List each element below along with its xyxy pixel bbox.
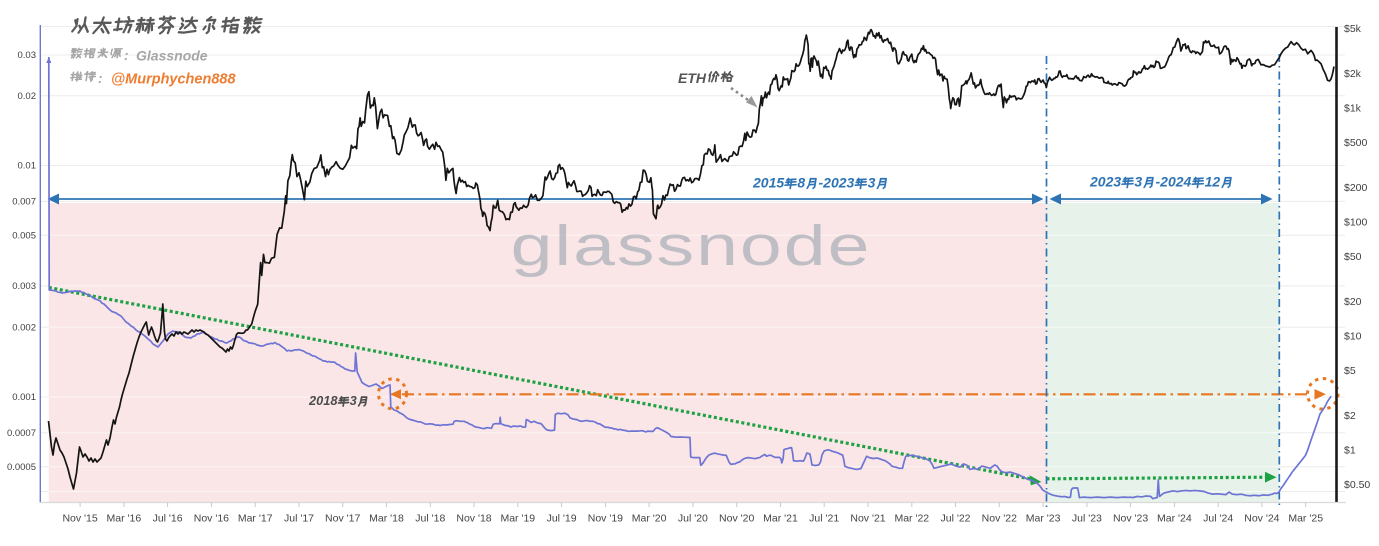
svg-text:Mar '22: Mar '22	[894, 513, 929, 525]
svg-text:Jul '18: Jul '18	[415, 513, 445, 525]
svg-text:-2023: -2023	[819, 175, 855, 191]
svg-text:Nov '18: Nov '18	[456, 513, 491, 525]
svg-text:3: 3	[1134, 174, 1142, 190]
svg-text:Nov '20: Nov '20	[719, 513, 754, 525]
svg-text:$10: $10	[1344, 331, 1362, 343]
svg-text:Nov '23: Nov '23	[1113, 513, 1148, 525]
svg-text:$20: $20	[1344, 296, 1362, 308]
svg-text:0.007: 0.007	[12, 197, 36, 208]
svg-text:glassnode: glassnode	[511, 215, 872, 278]
svg-text:Glassnode: Glassnode	[136, 48, 208, 64]
svg-text:$2k: $2k	[1344, 68, 1362, 80]
svg-text:$0.50: $0.50	[1344, 479, 1370, 491]
svg-text:2018: 2018	[308, 393, 338, 408]
svg-text:3: 3	[868, 175, 876, 191]
svg-text:0.002: 0.002	[12, 322, 36, 333]
svg-text:0.003: 0.003	[12, 281, 36, 292]
svg-text:Jul '16: Jul '16	[153, 513, 183, 525]
svg-text:Jul '22: Jul '22	[940, 513, 970, 525]
svg-text:12: 12	[1205, 174, 1221, 190]
svg-text:$100: $100	[1344, 217, 1368, 229]
svg-text:Mar '25: Mar '25	[1288, 513, 1323, 525]
svg-text:2023: 2023	[1089, 174, 1121, 190]
svg-text:Nov '15: Nov '15	[62, 513, 97, 525]
svg-text:$5: $5	[1344, 365, 1356, 377]
svg-text::: :	[98, 71, 103, 86]
svg-text:8: 8	[797, 175, 805, 191]
svg-text:0.001: 0.001	[12, 392, 36, 403]
svg-text:$500: $500	[1344, 137, 1368, 149]
svg-text:$50: $50	[1344, 251, 1362, 263]
svg-text:@Murphychen888: @Murphychen888	[111, 72, 236, 88]
svg-text:Mar '17: Mar '17	[238, 513, 273, 525]
svg-text:Jul '23: Jul '23	[1072, 513, 1102, 525]
svg-text:Mar '20: Mar '20	[632, 513, 667, 525]
svg-text:Nov '24: Nov '24	[1244, 513, 1279, 525]
svg-text:Mar '23: Mar '23	[1026, 513, 1061, 525]
svg-text:Mar '21: Mar '21	[763, 513, 798, 525]
svg-text:-2024: -2024	[1156, 174, 1192, 190]
svg-text:3: 3	[350, 393, 357, 408]
svg-text:0.02: 0.02	[18, 91, 37, 102]
svg-text:Jul '20: Jul '20	[678, 513, 708, 525]
svg-text:Mar '16: Mar '16	[107, 513, 142, 525]
svg-text:$200: $200	[1344, 182, 1368, 194]
svg-text:$1: $1	[1344, 445, 1356, 457]
svg-text:0.005: 0.005	[12, 230, 36, 241]
svg-text:Nov '21: Nov '21	[850, 513, 885, 525]
svg-text:Nov '16: Nov '16	[194, 513, 229, 525]
svg-text:Mar '24: Mar '24	[1157, 513, 1192, 525]
svg-text:Mar '18: Mar '18	[369, 513, 404, 525]
svg-text:0.0005: 0.0005	[7, 462, 36, 473]
svg-text:$5k: $5k	[1344, 23, 1362, 35]
svg-text:Nov '19: Nov '19	[588, 513, 623, 525]
svg-text:0.0007: 0.0007	[7, 428, 36, 439]
svg-text:2015: 2015	[752, 175, 784, 191]
svg-text:Jul '24: Jul '24	[1203, 513, 1233, 525]
svg-text:ETH: ETH	[678, 70, 707, 86]
svg-text:$1k: $1k	[1344, 103, 1362, 115]
svg-text:Jul '21: Jul '21	[809, 513, 839, 525]
svg-text:Nov '22: Nov '22	[982, 513, 1017, 525]
svg-text:Jul '19: Jul '19	[547, 513, 577, 525]
svg-text:$2: $2	[1344, 410, 1356, 422]
svg-text:Mar '19: Mar '19	[500, 513, 535, 525]
svg-text:0.01: 0.01	[18, 161, 37, 172]
svg-text::: :	[124, 48, 129, 63]
svg-text:Jul '17: Jul '17	[284, 513, 314, 525]
svg-text:0.03: 0.03	[18, 50, 37, 61]
svg-text:Nov '17: Nov '17	[325, 513, 360, 525]
